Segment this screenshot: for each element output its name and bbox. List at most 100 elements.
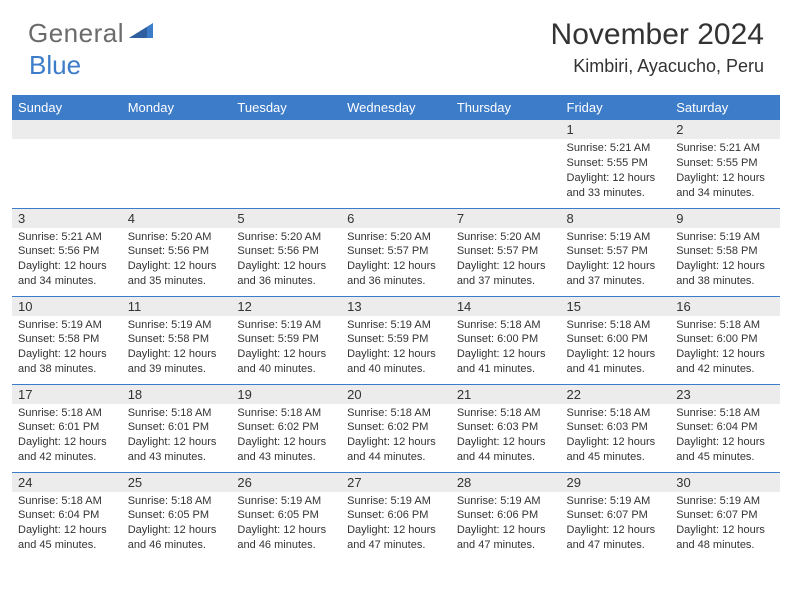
calendar-cell: 20Sunrise: 5:18 AMSunset: 6:02 PMDayligh… xyxy=(341,384,451,472)
day-data: Sunrise: 5:18 AMSunset: 6:05 PMDaylight:… xyxy=(122,492,232,557)
calendar-table: Sunday Monday Tuesday Wednesday Thursday… xyxy=(12,95,780,560)
day-data: Sunrise: 5:18 AMSunset: 6:00 PMDaylight:… xyxy=(451,316,561,381)
calendar-cell: 14Sunrise: 5:18 AMSunset: 6:00 PMDayligh… xyxy=(451,296,561,384)
day-header: Saturday xyxy=(670,95,780,120)
day-data: Sunrise: 5:19 AMSunset: 5:58 PMDaylight:… xyxy=(670,228,780,293)
month-title: November 2024 xyxy=(551,18,764,52)
calendar-cell: 6Sunrise: 5:20 AMSunset: 5:57 PMDaylight… xyxy=(341,208,451,296)
day-number: 14 xyxy=(451,297,561,316)
day-data: Sunrise: 5:18 AMSunset: 6:00 PMDaylight:… xyxy=(561,316,671,381)
calendar-cell: 26Sunrise: 5:19 AMSunset: 6:05 PMDayligh… xyxy=(231,472,341,560)
calendar-cell: 4Sunrise: 5:20 AMSunset: 5:56 PMDaylight… xyxy=(122,208,232,296)
day-number xyxy=(451,120,561,139)
day-number: 12 xyxy=(231,297,341,316)
day-number: 24 xyxy=(12,473,122,492)
day-number: 9 xyxy=(670,209,780,228)
calendar-cell: 22Sunrise: 5:18 AMSunset: 6:03 PMDayligh… xyxy=(561,384,671,472)
day-header-row: Sunday Monday Tuesday Wednesday Thursday… xyxy=(12,95,780,120)
calendar-cell: 8Sunrise: 5:19 AMSunset: 5:57 PMDaylight… xyxy=(561,208,671,296)
day-number: 27 xyxy=(341,473,451,492)
calendar-week-row: 3Sunrise: 5:21 AMSunset: 5:56 PMDaylight… xyxy=(12,208,780,296)
day-number: 20 xyxy=(341,385,451,404)
calendar-cell: 30Sunrise: 5:19 AMSunset: 6:07 PMDayligh… xyxy=(670,472,780,560)
day-number: 6 xyxy=(341,209,451,228)
day-number: 30 xyxy=(670,473,780,492)
day-number: 28 xyxy=(451,473,561,492)
day-number: 11 xyxy=(122,297,232,316)
day-data: Sunrise: 5:20 AMSunset: 5:57 PMDaylight:… xyxy=(451,228,561,293)
day-header: Wednesday xyxy=(341,95,451,120)
day-data: Sunrise: 5:18 AMSunset: 6:02 PMDaylight:… xyxy=(231,404,341,469)
day-number xyxy=(12,120,122,139)
day-number: 13 xyxy=(341,297,451,316)
day-data: Sunrise: 5:18 AMSunset: 6:02 PMDaylight:… xyxy=(341,404,451,469)
day-data: Sunrise: 5:21 AMSunset: 5:56 PMDaylight:… xyxy=(12,228,122,293)
calendar-cell: 19Sunrise: 5:18 AMSunset: 6:02 PMDayligh… xyxy=(231,384,341,472)
calendar-cell: 28Sunrise: 5:19 AMSunset: 6:06 PMDayligh… xyxy=(451,472,561,560)
calendar-cell: 9Sunrise: 5:19 AMSunset: 5:58 PMDaylight… xyxy=(670,208,780,296)
day-data: Sunrise: 5:19 AMSunset: 5:58 PMDaylight:… xyxy=(12,316,122,381)
calendar-cell: 5Sunrise: 5:20 AMSunset: 5:56 PMDaylight… xyxy=(231,208,341,296)
day-number xyxy=(231,120,341,139)
calendar-cell: 3Sunrise: 5:21 AMSunset: 5:56 PMDaylight… xyxy=(12,208,122,296)
logo-text-1: General xyxy=(28,18,124,49)
title-block: November 2024 Kimbiri, Ayacucho, Peru xyxy=(551,18,764,77)
day-number: 4 xyxy=(122,209,232,228)
day-number: 25 xyxy=(122,473,232,492)
calendar-cell: 17Sunrise: 5:18 AMSunset: 6:01 PMDayligh… xyxy=(12,384,122,472)
day-number: 3 xyxy=(12,209,122,228)
logo-triangle-icon xyxy=(129,20,153,43)
day-number: 7 xyxy=(451,209,561,228)
calendar-cell: 1Sunrise: 5:21 AMSunset: 5:55 PMDaylight… xyxy=(561,120,671,208)
day-number: 10 xyxy=(12,297,122,316)
day-number: 22 xyxy=(561,385,671,404)
day-data: Sunrise: 5:18 AMSunset: 6:01 PMDaylight:… xyxy=(12,404,122,469)
calendar-cell: 25Sunrise: 5:18 AMSunset: 6:05 PMDayligh… xyxy=(122,472,232,560)
day-number: 2 xyxy=(670,120,780,139)
day-number: 18 xyxy=(122,385,232,404)
day-data: Sunrise: 5:18 AMSunset: 6:04 PMDaylight:… xyxy=(12,492,122,557)
day-data: Sunrise: 5:20 AMSunset: 5:56 PMDaylight:… xyxy=(231,228,341,293)
day-data: Sunrise: 5:21 AMSunset: 5:55 PMDaylight:… xyxy=(561,139,671,204)
day-header: Thursday xyxy=(451,95,561,120)
calendar-cell: 29Sunrise: 5:19 AMSunset: 6:07 PMDayligh… xyxy=(561,472,671,560)
day-number: 29 xyxy=(561,473,671,492)
day-data: Sunrise: 5:18 AMSunset: 6:01 PMDaylight:… xyxy=(122,404,232,469)
day-number: 16 xyxy=(670,297,780,316)
day-number: 8 xyxy=(561,209,671,228)
day-number: 5 xyxy=(231,209,341,228)
calendar-cell xyxy=(451,120,561,208)
day-data: Sunrise: 5:19 AMSunset: 6:06 PMDaylight:… xyxy=(341,492,451,557)
day-number xyxy=(341,120,451,139)
calendar-cell: 24Sunrise: 5:18 AMSunset: 6:04 PMDayligh… xyxy=(12,472,122,560)
location: Kimbiri, Ayacucho, Peru xyxy=(551,56,764,77)
day-data: Sunrise: 5:19 AMSunset: 5:57 PMDaylight:… xyxy=(561,228,671,293)
day-data: Sunrise: 5:19 AMSunset: 5:59 PMDaylight:… xyxy=(341,316,451,381)
calendar-week-row: 24Sunrise: 5:18 AMSunset: 6:04 PMDayligh… xyxy=(12,472,780,560)
calendar-cell: 2Sunrise: 5:21 AMSunset: 5:55 PMDaylight… xyxy=(670,120,780,208)
header: General November 2024 Kimbiri, Ayacucho,… xyxy=(0,0,792,87)
calendar-cell: 13Sunrise: 5:19 AMSunset: 5:59 PMDayligh… xyxy=(341,296,451,384)
calendar-cell xyxy=(341,120,451,208)
calendar-cell xyxy=(231,120,341,208)
calendar-cell: 27Sunrise: 5:19 AMSunset: 6:06 PMDayligh… xyxy=(341,472,451,560)
day-data: Sunrise: 5:20 AMSunset: 5:56 PMDaylight:… xyxy=(122,228,232,293)
calendar-cell: 12Sunrise: 5:19 AMSunset: 5:59 PMDayligh… xyxy=(231,296,341,384)
day-data: Sunrise: 5:18 AMSunset: 6:04 PMDaylight:… xyxy=(670,404,780,469)
calendar-cell: 23Sunrise: 5:18 AMSunset: 6:04 PMDayligh… xyxy=(670,384,780,472)
day-header: Monday xyxy=(122,95,232,120)
calendar-cell: 7Sunrise: 5:20 AMSunset: 5:57 PMDaylight… xyxy=(451,208,561,296)
day-number: 15 xyxy=(561,297,671,316)
calendar-cell xyxy=(122,120,232,208)
calendar-cell: 15Sunrise: 5:18 AMSunset: 6:00 PMDayligh… xyxy=(561,296,671,384)
day-data: Sunrise: 5:19 AMSunset: 5:58 PMDaylight:… xyxy=(122,316,232,381)
day-number: 1 xyxy=(561,120,671,139)
calendar-cell xyxy=(12,120,122,208)
day-data: Sunrise: 5:18 AMSunset: 6:00 PMDaylight:… xyxy=(670,316,780,381)
calendar-week-row: 10Sunrise: 5:19 AMSunset: 5:58 PMDayligh… xyxy=(12,296,780,384)
day-data: Sunrise: 5:19 AMSunset: 6:07 PMDaylight:… xyxy=(670,492,780,557)
day-header: Friday xyxy=(561,95,671,120)
day-data: Sunrise: 5:19 AMSunset: 6:07 PMDaylight:… xyxy=(561,492,671,557)
day-number: 21 xyxy=(451,385,561,404)
calendar-week-row: 1Sunrise: 5:21 AMSunset: 5:55 PMDaylight… xyxy=(12,120,780,208)
